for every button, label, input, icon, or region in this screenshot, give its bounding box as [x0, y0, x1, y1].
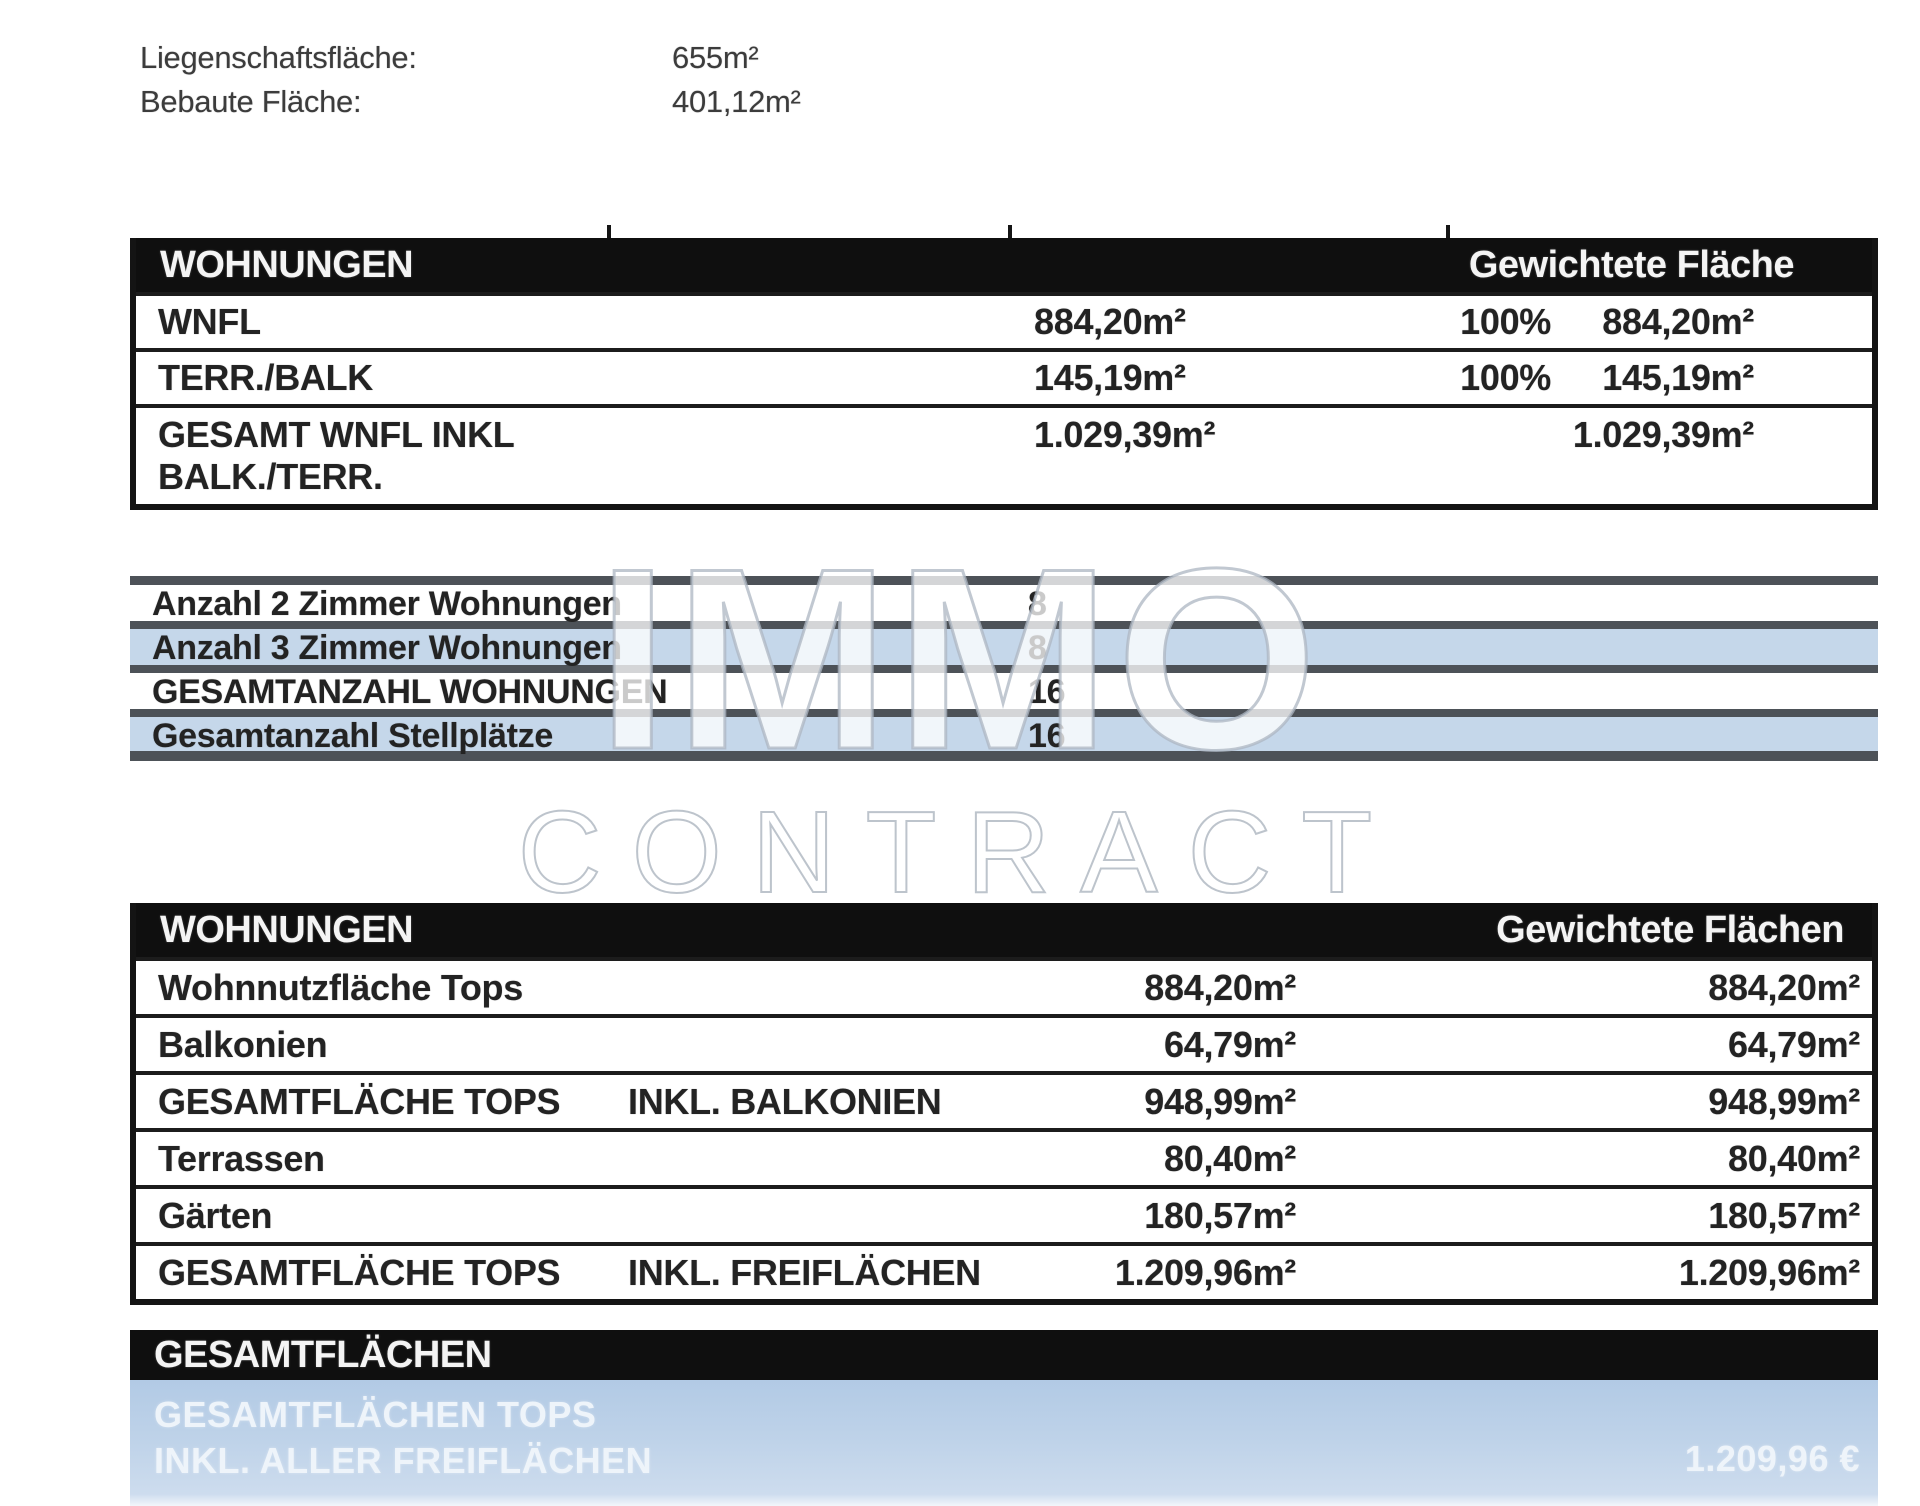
- row-label-main: GESAMTFLÄCHE TOPS: [158, 1080, 561, 1122]
- row-area: 884,20m²: [1144, 966, 1296, 1008]
- row-label: GESAMTFLÄCHE TOPS INKL. FREIFLÄCHEN: [136, 1252, 996, 1294]
- table1-title: WOHNUNGEN: [160, 243, 414, 286]
- table2-header-right: Gewichtete Flächen: [1496, 908, 1844, 951]
- row-area: 948,99m²: [1144, 1080, 1296, 1122]
- row-label-line1: GESAMT WNFL INKL: [158, 414, 515, 455]
- watermark-line2: CONTRACT: [517, 787, 1403, 917]
- table-row: Wohnnutzfläche Tops 884,20m² 884,20m²: [136, 957, 1872, 1014]
- count-value: 8: [1028, 585, 1047, 623]
- row-weighted: 180,57m²: [1708, 1194, 1860, 1236]
- row-area: 145,19m²: [1034, 357, 1186, 398]
- row-label-line2: BALK./TERR.: [158, 456, 383, 497]
- row-area: 64,79m²: [1164, 1023, 1296, 1065]
- table1-header: WOHNUNGEN Gewichtete Fläche: [136, 238, 1872, 292]
- row-label-main: Wohnnutzfläche Tops: [158, 966, 523, 1008]
- row-label: Balkonien: [136, 1024, 996, 1066]
- count-row: GESAMTANZAHL WOHNUNGEN 16: [130, 673, 1878, 717]
- row-weighted: 884,20m²: [1602, 301, 1754, 342]
- count-label: Gesamtanzahl Stellplätze: [152, 717, 553, 755]
- table-row: GESAMT WNFL INKL BALK./TERR. 1.029,39m² …: [136, 404, 1872, 504]
- row-label-main: Terrassen: [158, 1137, 325, 1179]
- table2-header: WOHNUNGEN Gewichtete Flächen: [136, 903, 1872, 957]
- row-weighted: 145,19m²: [1602, 357, 1754, 398]
- count-label: Anzahl 2 Zimmer Wohnungen: [152, 585, 622, 623]
- total-block: GESAMTFLÄCHEN TOPS INKL. ALLER FREIFLÄCH…: [130, 1380, 1878, 1494]
- count-value: 16: [1028, 717, 1066, 755]
- row-label: Terrassen: [136, 1138, 996, 1180]
- table-row: Gärten 180,57m² 180,57m²: [136, 1185, 1872, 1242]
- total-line1: GESAMTFLÄCHEN TOPS: [154, 1394, 597, 1435]
- row-label: GESAMTFLÄCHE TOPS INKL. BALKONIEN: [136, 1081, 996, 1123]
- table-row: TERR./BALK 145,19m² 100% 145,19m²: [136, 348, 1872, 404]
- row-area: 80,40m²: [1164, 1137, 1296, 1179]
- table-row: GESAMTFLÄCHE TOPS INKL. BALKONIEN 948,99…: [136, 1071, 1872, 1128]
- count-value: 8: [1028, 629, 1047, 667]
- column-tick: [1008, 225, 1012, 238]
- table-row: WNFL 884,20m² 100% 884,20m²: [136, 292, 1872, 348]
- row-label: Gärten: [136, 1195, 996, 1237]
- info-value: 401,12m²: [672, 84, 801, 119]
- row-area: 1.029,39m²: [1034, 414, 1216, 455]
- row-label-sub: INKL. FREIFLÄCHEN: [628, 1251, 981, 1293]
- table-row: Terrassen 80,40m² 80,40m²: [136, 1128, 1872, 1185]
- row-area: 180,57m²: [1144, 1194, 1296, 1236]
- count-label: GESAMTANZAHL WOHNUNGEN: [152, 673, 668, 711]
- count-row: Anzahl 2 Zimmer Wohnungen 8: [130, 585, 1878, 629]
- row-area: 884,20m²: [1034, 301, 1186, 342]
- total-line2: INKL. ALLER FREIFLÄCHEN: [154, 1440, 653, 1481]
- wohnungen-detail-table: WOHNUNGEN Gewichtete Flächen Wohnnutzflä…: [130, 903, 1878, 1305]
- row-label-main: Balkonien: [158, 1023, 328, 1065]
- table-row: GESAMTFLÄCHE TOPS INKL. FREIFLÄCHEN 1.20…: [136, 1242, 1872, 1299]
- total-block-fade: [130, 1494, 1878, 1506]
- count-row: Anzahl 3 Zimmer Wohnungen 8: [130, 629, 1878, 673]
- count-value: 16: [1028, 673, 1066, 711]
- row-label-sub: INKL. BALKONIEN: [628, 1080, 942, 1122]
- column-tick: [607, 225, 611, 238]
- count-row: Gesamtanzahl Stellplätze 16: [130, 717, 1878, 761]
- info-label: Bebaute Fläche:: [140, 84, 362, 119]
- table-row: Balkonien 64,79m² 64,79m²: [136, 1014, 1872, 1071]
- row-weighted: 948,99m²: [1708, 1080, 1860, 1122]
- row-weighted: 64,79m²: [1728, 1023, 1860, 1065]
- row-label-main: Gärten: [158, 1194, 273, 1236]
- column-tick: [1446, 225, 1450, 238]
- row-area: 1.209,96m²: [1114, 1251, 1296, 1293]
- info-label: Liegenschaftsfläche:: [140, 40, 417, 75]
- table1-header-right: Gewichtete Fläche: [1468, 243, 1795, 286]
- row-weighted: 80,40m²: [1728, 1137, 1860, 1179]
- row-label: WNFL: [158, 301, 261, 342]
- row-label-main: GESAMTFLÄCHE TOPS: [158, 1251, 561, 1293]
- row-label: GESAMT WNFL INKL BALK./TERR.: [136, 414, 1034, 498]
- row-weighted: 1.209,96m²: [1678, 1251, 1860, 1293]
- table3-header: GESAMTFLÄCHEN: [130, 1330, 1878, 1380]
- total-value: 1.209,96 €: [1684, 1438, 1860, 1479]
- property-info: Liegenschaftsfläche: 655m² Bebaute Fläch…: [140, 36, 801, 124]
- row-percent: 100%: [1460, 357, 1551, 398]
- gesamtflaechen-table: GESAMTFLÄCHEN GESAMTFLÄCHEN TOPS INKL. A…: [130, 1330, 1878, 1506]
- table2-title: WOHNUNGEN: [160, 908, 414, 951]
- info-value: 655m²: [672, 40, 759, 75]
- wohnungen-summary-table: WOHNUNGEN Gewichtete Fläche WNFL 884,20m…: [130, 225, 1878, 510]
- count-label: Anzahl 3 Zimmer Wohnungen: [152, 629, 622, 667]
- row-weighted: 1.029,39m²: [1572, 414, 1754, 455]
- row-label: TERR./BALK: [158, 357, 373, 398]
- table3-title: GESAMTFLÄCHEN: [154, 1333, 492, 1376]
- info-row-bebaute-flaeche: Bebaute Fläche: 401,12m²: [140, 80, 801, 124]
- row-weighted: 884,20m²: [1708, 966, 1860, 1008]
- row-label: Wohnnutzfläche Tops: [136, 967, 996, 1009]
- row-percent: 100%: [1460, 301, 1551, 342]
- info-row-liegenschaftsflaeche: Liegenschaftsfläche: 655m²: [140, 36, 801, 80]
- unit-counts-table: Anzahl 2 Zimmer Wohnungen 8 Anzahl 3 Zim…: [130, 576, 1878, 761]
